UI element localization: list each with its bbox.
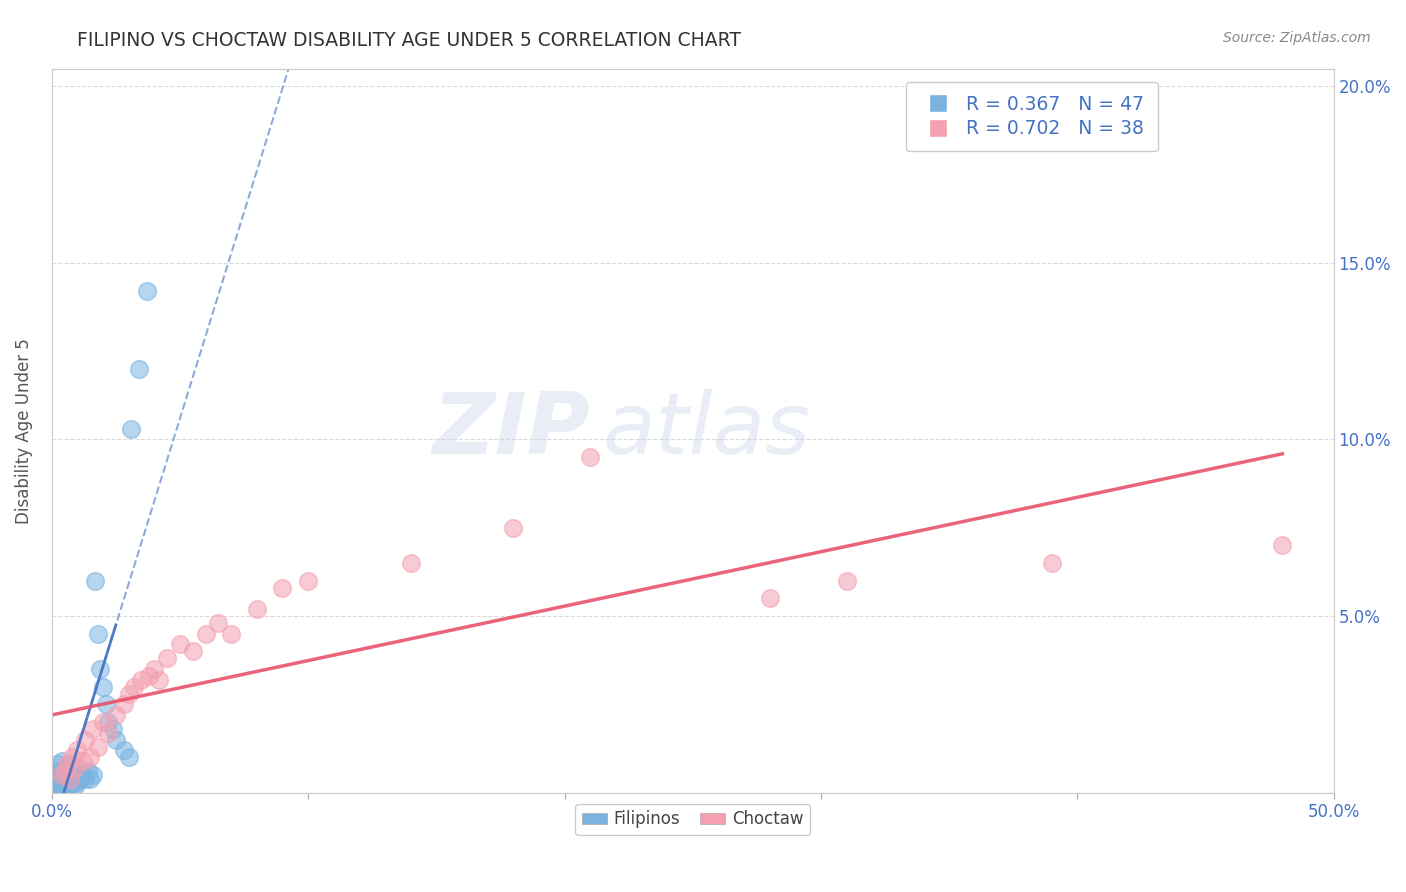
Point <box>51 768 73 782</box>
Point <box>69 772 91 786</box>
Point <box>835 574 858 588</box>
Point <box>118 750 141 764</box>
Point <box>91 680 114 694</box>
Point <box>66 761 89 775</box>
Point <box>66 743 89 757</box>
Point <box>84 574 107 588</box>
Point <box>45 782 67 797</box>
Point <box>72 768 94 782</box>
Point <box>48 779 70 793</box>
Point <box>79 772 101 786</box>
Point <box>246 602 269 616</box>
Point <box>89 662 111 676</box>
Point <box>297 574 319 588</box>
Point <box>156 651 179 665</box>
Point <box>45 757 67 772</box>
Legend: Filipinos, Choctaw: Filipinos, Choctaw <box>575 804 810 835</box>
Point <box>219 626 242 640</box>
Point <box>271 581 294 595</box>
Point <box>194 626 217 640</box>
Point <box>91 714 114 729</box>
Point <box>169 637 191 651</box>
Point <box>122 680 145 694</box>
Point <box>758 591 780 606</box>
Point <box>53 764 76 779</box>
Point <box>138 669 160 683</box>
Point <box>63 768 86 782</box>
Point <box>48 764 70 779</box>
Point <box>56 757 79 772</box>
Point <box>75 772 97 786</box>
Point <box>207 616 229 631</box>
Point <box>82 722 104 736</box>
Point <box>79 750 101 764</box>
Point <box>112 743 135 757</box>
Point <box>87 739 110 754</box>
Point <box>75 732 97 747</box>
Text: ZIP: ZIP <box>433 389 591 472</box>
Point <box>51 754 73 768</box>
Y-axis label: Disability Age Under 5: Disability Age Under 5 <box>15 338 32 524</box>
Point <box>97 725 120 739</box>
Point <box>60 750 83 764</box>
Point <box>53 764 76 779</box>
Point <box>63 761 86 775</box>
Point <box>63 779 86 793</box>
Point <box>181 644 204 658</box>
Point <box>56 775 79 789</box>
Point <box>143 662 166 676</box>
Point <box>579 450 602 464</box>
Point <box>135 284 157 298</box>
Point <box>399 556 422 570</box>
Point <box>104 732 127 747</box>
Point <box>59 772 82 786</box>
Point <box>59 772 82 786</box>
Point <box>59 757 82 772</box>
Text: atlas: atlas <box>603 389 811 472</box>
Point <box>97 714 120 729</box>
Point <box>44 779 66 793</box>
Point <box>103 722 125 736</box>
Point <box>131 673 153 687</box>
Point <box>87 626 110 640</box>
Point <box>128 361 150 376</box>
Point <box>148 673 170 687</box>
Point <box>51 768 73 782</box>
Point <box>60 775 83 789</box>
Point <box>44 768 66 782</box>
Point <box>53 779 76 793</box>
Point <box>72 754 94 768</box>
Point <box>59 779 82 793</box>
Point <box>51 782 73 797</box>
Point <box>45 775 67 789</box>
Point <box>82 768 104 782</box>
Point <box>53 772 76 786</box>
Point <box>118 687 141 701</box>
Point <box>112 698 135 712</box>
Point <box>1040 556 1063 570</box>
Point <box>56 782 79 797</box>
Point <box>60 764 83 779</box>
Point <box>56 761 79 775</box>
Point <box>66 775 89 789</box>
Text: FILIPINO VS CHOCTAW DISABILITY AGE UNDER 5 CORRELATION CHART: FILIPINO VS CHOCTAW DISABILITY AGE UNDER… <box>77 31 741 50</box>
Point <box>1271 538 1294 552</box>
Point <box>94 698 117 712</box>
Point <box>76 764 98 779</box>
Text: Source: ZipAtlas.com: Source: ZipAtlas.com <box>1223 31 1371 45</box>
Point <box>56 768 79 782</box>
Point <box>120 422 142 436</box>
Point <box>502 521 524 535</box>
Point <box>51 775 73 789</box>
Point <box>104 708 127 723</box>
Point <box>48 772 70 786</box>
